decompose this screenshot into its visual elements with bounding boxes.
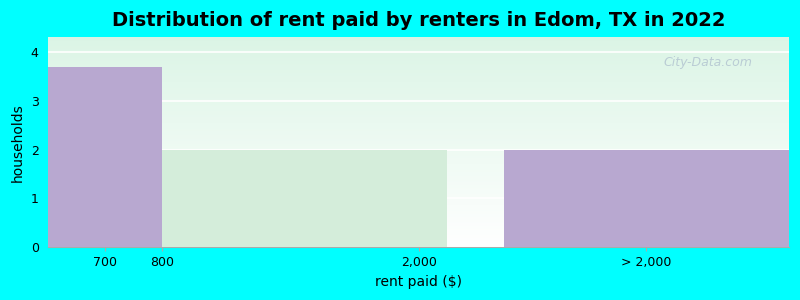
Y-axis label: households: households	[11, 103, 25, 182]
Title: Distribution of rent paid by renters in Edom, TX in 2022: Distribution of rent paid by renters in …	[112, 11, 726, 30]
X-axis label: rent paid ($): rent paid ($)	[375, 275, 462, 289]
Text: City-Data.com: City-Data.com	[663, 56, 752, 69]
Bar	[162, 150, 447, 247]
Bar	[504, 150, 789, 247]
Bar	[48, 67, 162, 247]
